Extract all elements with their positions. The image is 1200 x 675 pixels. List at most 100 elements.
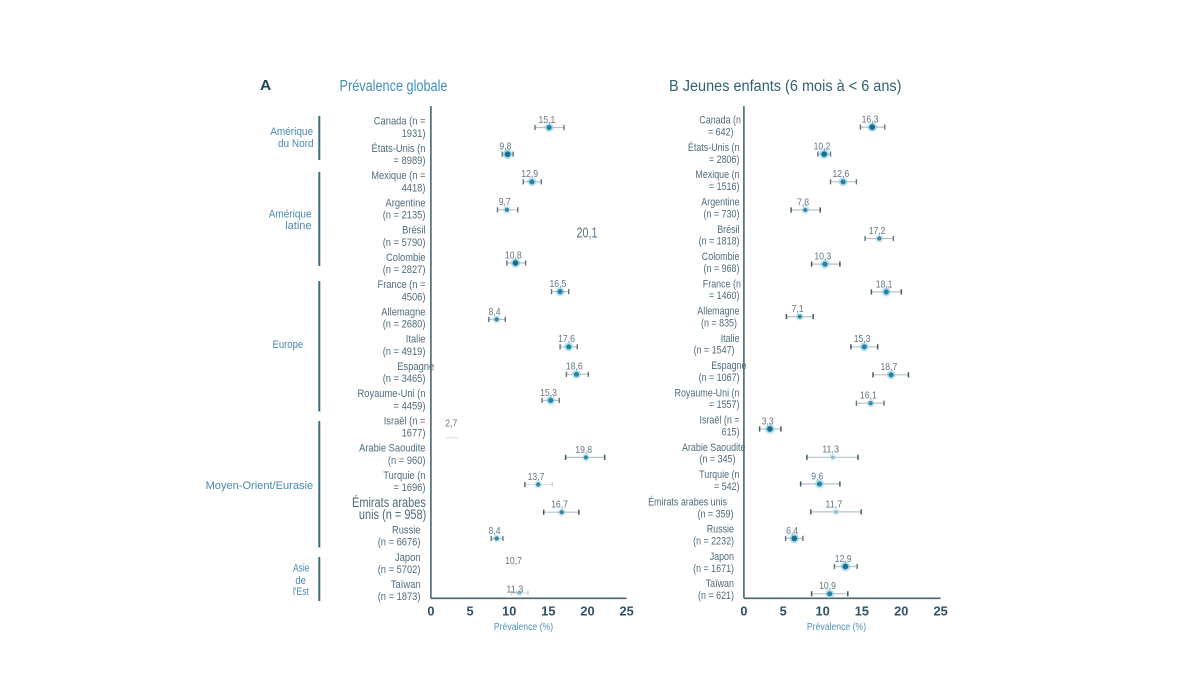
svg-text:Brésil: Brésil [717,224,739,236]
svg-text:(n = 4919): (n = 4919) [383,346,426,358]
svg-text:17,2: 17,2 [869,226,886,237]
svg-text:A: A [260,78,272,94]
svg-text:(n = 1067): (n = 1067) [699,372,740,384]
svg-text:Argentine: Argentine [386,197,426,209]
svg-text:9,7: 9,7 [499,197,511,208]
svg-text:615): 615) [722,427,740,439]
svg-text:Prévalence (%): Prévalence (%) [807,622,866,633]
svg-text:Italie: Italie [721,333,740,345]
svg-text:13,7: 13,7 [528,472,545,483]
svg-text:du Nord: du Nord [278,138,314,150]
svg-text:11,7: 11,7 [825,499,842,510]
svg-text:Taïwan: Taïwan [706,578,734,590]
svg-text:Canada (n =: Canada (n = [374,116,426,128]
svg-text:= 2806): = 2806) [709,154,740,166]
svg-text:Amérique: Amérique [269,209,312,221]
svg-text:Argentine: Argentine [701,197,739,209]
svg-text:(n = 730): (n = 730) [704,208,740,220]
svg-text:l'Est: l'Est [293,586,310,598]
svg-text:10,7: 10,7 [505,556,522,567]
svg-text:(n = 345): (n = 345) [700,454,736,466]
svg-text:3,3: 3,3 [762,416,774,427]
svg-text:17,6: 17,6 [558,334,575,345]
svg-text:unis (n = 958): unis (n = 958) [359,507,426,522]
svg-text:Prévalence (%): Prévalence (%) [494,622,553,633]
svg-text:(n = 2680): (n = 2680) [383,319,426,331]
svg-text:Émirats arabes unis: Émirats arabes unis [648,495,727,508]
svg-text:12,9: 12,9 [521,169,538,180]
svg-text:(n = 960): (n = 960) [388,455,426,467]
svg-text:Espagne: Espagne [711,360,746,372]
svg-text:18,7: 18,7 [881,362,898,373]
svg-text:(n = 968): (n = 968) [704,263,740,275]
svg-text:Asie: Asie [293,563,309,575]
svg-text:= 1516): = 1516) [709,181,740,193]
svg-text:15,3: 15,3 [854,334,871,345]
svg-text:16,7: 16,7 [551,500,568,511]
svg-text:16,3: 16,3 [862,115,879,126]
svg-text:Émirats arabes: Émirats arabes [352,495,426,510]
svg-text:Canada (n: Canada (n [699,115,741,127]
svg-text:(n = 1671): (n = 1671) [693,563,734,575]
svg-text:15: 15 [855,604,869,619]
svg-text:0: 0 [427,604,434,619]
svg-text:9,6: 9,6 [811,471,823,482]
svg-text:8,4: 8,4 [489,526,501,537]
svg-text:Royaume-Uni (n: Royaume-Uni (n [675,387,740,399]
svg-text:(n = 1873): (n = 1873) [378,591,421,603]
svg-text:(n = 2232): (n = 2232) [693,536,734,548]
svg-text:latine: latine [285,220,311,232]
svg-text:(n = 1818): (n = 1818) [699,236,740,248]
svg-text:(n = 2827): (n = 2827) [383,264,426,276]
svg-text:Japon: Japon [710,551,734,563]
svg-text:(n = 6676): (n = 6676) [378,537,421,549]
svg-text:20: 20 [894,604,908,619]
svg-text:B Jeunes enfants (6 mois à < 6: B Jeunes enfants (6 mois à < 6 ans) [669,78,902,95]
svg-text:11,3: 11,3 [506,585,523,596]
svg-text:Italie: Italie [406,334,426,346]
svg-text:Europe: Europe [273,339,304,351]
svg-text:10,2: 10,2 [814,142,831,153]
svg-text:= 542): = 542) [714,481,740,493]
svg-text:de: de [295,575,306,587]
svg-text:15,3: 15,3 [540,388,557,399]
svg-text:5: 5 [466,604,473,619]
svg-text:2,7: 2,7 [445,419,457,430]
svg-text:France (n =: France (n = [378,279,426,291]
svg-text:= 8989): = 8989) [394,155,426,167]
svg-text:Amérique: Amérique [270,126,313,138]
svg-text:11,3: 11,3 [822,445,839,456]
svg-text:18,6: 18,6 [566,362,583,373]
svg-text:12,9: 12,9 [835,554,852,565]
svg-text:(n = 359): (n = 359) [698,508,734,520]
svg-text:6,4: 6,4 [786,526,798,537]
svg-text:18,1: 18,1 [876,279,893,290]
svg-text:25: 25 [933,604,947,619]
svg-text:Russie: Russie [707,524,734,536]
svg-text:Turquie (n: Turquie (n [699,469,739,481]
svg-text:= 1460): = 1460) [709,290,740,302]
svg-text:10,8: 10,8 [505,250,522,261]
svg-text:= 1696): = 1696) [394,482,426,494]
svg-text:4506): 4506) [402,291,426,303]
svg-text:7,8: 7,8 [797,197,809,208]
svg-text:15,1: 15,1 [539,115,556,126]
svg-text:(n = 3465): (n = 3465) [383,373,426,385]
svg-text:20: 20 [580,604,594,619]
svg-text:= 642): = 642) [708,127,734,139]
svg-text:Colombie: Colombie [386,252,426,264]
svg-text:4418): 4418) [402,182,426,194]
svg-text:Moyen-Orient/Eurasie: Moyen-Orient/Eurasie [206,480,314,492]
svg-text:(n = 1547): (n = 1547) [694,345,735,357]
svg-text:10: 10 [502,604,516,619]
svg-text:Israël (n =: Israël (n = [700,415,740,427]
svg-text:= 1557): = 1557) [709,399,740,411]
svg-text:Israël (n =: Israël (n = [384,415,426,427]
svg-text:12,6: 12,6 [833,169,850,180]
svg-text:7,1: 7,1 [792,304,804,315]
svg-text:France (n: France (n [703,278,741,290]
svg-text:États-Unis (n: États-Unis (n [688,141,740,154]
svg-text:10: 10 [815,604,829,619]
svg-text:Prévalence globale: Prévalence globale [340,78,448,95]
svg-text:Arabie Saoudite: Arabie Saoudite [359,443,425,455]
